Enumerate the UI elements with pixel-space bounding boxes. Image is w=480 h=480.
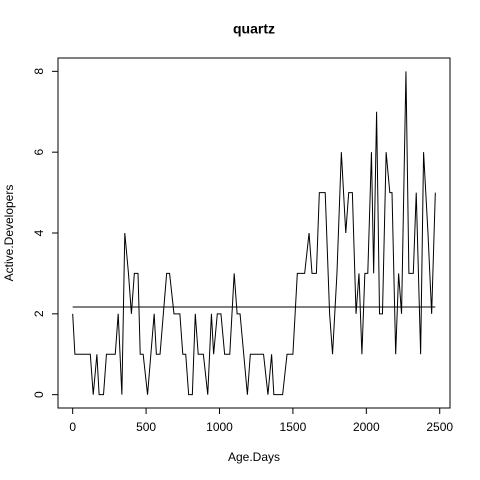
x-tick-label: 1000 bbox=[206, 420, 233, 434]
x-tick-label: 2000 bbox=[353, 420, 380, 434]
x-tick-label: 500 bbox=[136, 420, 156, 434]
chart-title: quartz bbox=[233, 21, 275, 37]
y-tick-label: 0 bbox=[32, 391, 46, 398]
x-tick-label: 2500 bbox=[426, 420, 453, 434]
y-axis-label: Active.Developers bbox=[2, 185, 16, 282]
x-axis-label: Age.Days bbox=[228, 450, 280, 464]
data-line bbox=[72, 71, 436, 396]
y-tick-label: 8 bbox=[32, 68, 46, 75]
x-tick-label: 0 bbox=[69, 420, 76, 434]
y-tick-label: 6 bbox=[32, 149, 46, 156]
y-tick-label: 2 bbox=[32, 310, 46, 317]
x-tick-label: 1500 bbox=[280, 420, 307, 434]
y-tick-label: 4 bbox=[32, 229, 46, 236]
